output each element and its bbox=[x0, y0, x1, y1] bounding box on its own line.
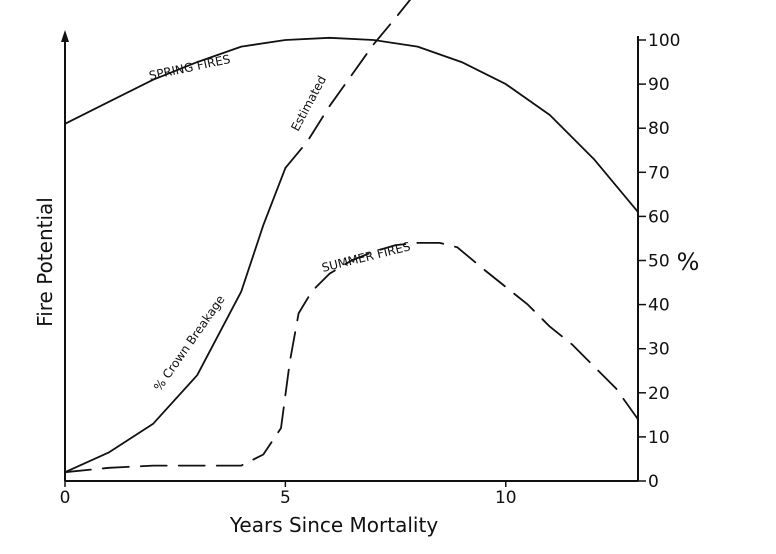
axes bbox=[61, 30, 646, 487]
series-line-spring-fires bbox=[64, 36, 639, 213]
curve-label-crown-breakage: % Crown Breakage bbox=[151, 293, 228, 394]
series-line-crown-breakage bbox=[64, 167, 287, 474]
x-axis-title: Years Since Mortality bbox=[229, 513, 438, 537]
right-y-tick-label: 10 bbox=[648, 428, 670, 448]
left-y-axis-title: Fire Potential bbox=[33, 197, 57, 327]
right-y-tick-label: 60 bbox=[648, 207, 670, 227]
series-line-summer-fires bbox=[64, 242, 639, 474]
right-y-tick-label: 20 bbox=[648, 384, 670, 404]
right-y-tick-label: 40 bbox=[648, 296, 670, 316]
right-y-tick-label: 0 bbox=[648, 472, 659, 492]
curves bbox=[64, 0, 639, 474]
right-y-tick-label: 100 bbox=[648, 31, 680, 51]
curve-label-spring-fires: SPRING FIRES bbox=[148, 52, 232, 83]
right-y-tick-label: 90 bbox=[648, 75, 670, 95]
x-tick-label: 10 bbox=[495, 488, 517, 508]
left-y-axis-arrow bbox=[61, 30, 69, 42]
series-line-estimated bbox=[284, 0, 412, 169]
x-tick-label: 0 bbox=[60, 488, 71, 508]
right-y-axis-title: % bbox=[677, 248, 700, 276]
curve-label-summer-fires: SUMMER FIRES bbox=[320, 239, 412, 275]
curve-label-estimated: Estimated bbox=[288, 73, 329, 133]
x-tick-label: 5 bbox=[280, 488, 291, 508]
right-y-tick-label: 80 bbox=[648, 119, 670, 139]
right-y-tick-label: 30 bbox=[648, 340, 670, 360]
right-y-tick-label: 50 bbox=[648, 252, 670, 272]
right-y-tick-label: 70 bbox=[648, 163, 670, 183]
